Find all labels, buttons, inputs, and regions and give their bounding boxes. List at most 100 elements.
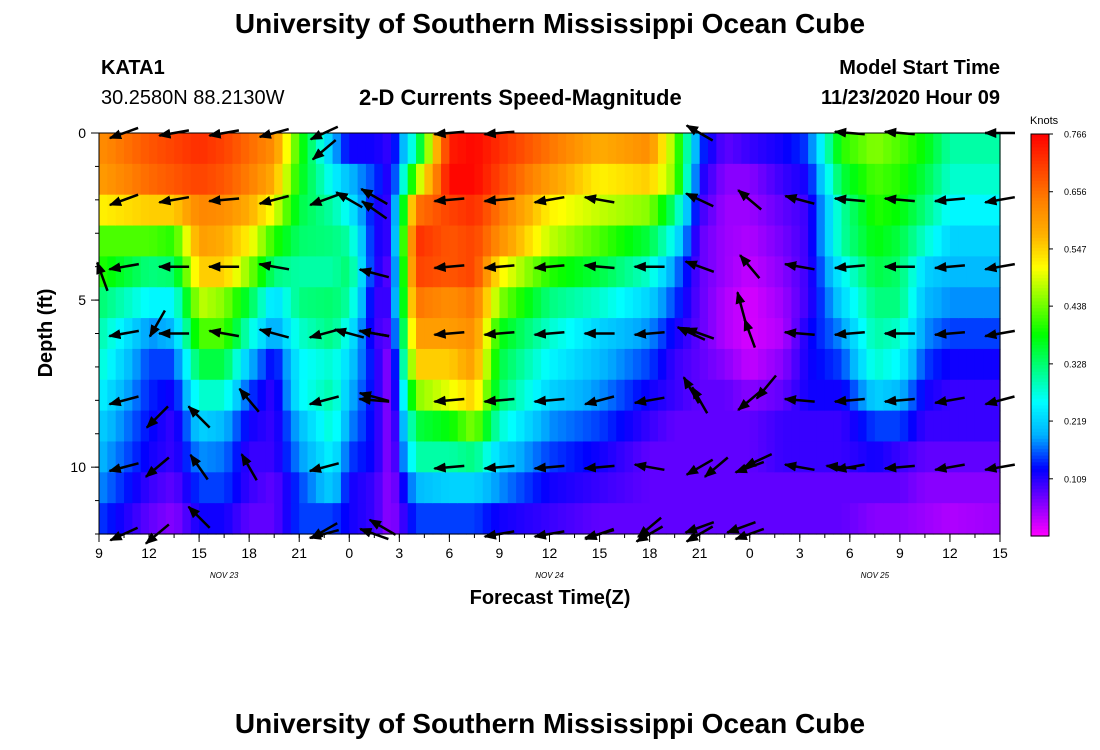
current-arrow (483, 195, 515, 206)
heat-cell (215, 472, 225, 504)
heat-cell (699, 163, 709, 196)
current-arrow (311, 139, 337, 161)
heat-cell (374, 379, 384, 412)
heat-cell (799, 503, 809, 535)
heat-cell (657, 503, 667, 535)
current-arrow (368, 518, 397, 536)
heat-cell (607, 503, 617, 535)
heat-cell (591, 441, 601, 473)
x-tick-label: 9 (496, 545, 504, 561)
colorbar-swatch (1031, 328, 1049, 333)
heat-cell (607, 256, 617, 288)
heat-cell (591, 133, 601, 165)
heat-cell (207, 287, 217, 319)
heat-cell (657, 379, 667, 412)
heat-cell (340, 410, 350, 443)
current-arrow (187, 405, 211, 429)
heat-cell (491, 256, 501, 288)
heat-cell (99, 133, 108, 165)
heat-cell (557, 318, 567, 350)
heat-cell (833, 256, 843, 288)
heat-cell (774, 410, 784, 443)
heat-cell (474, 287, 484, 319)
x-tick-label: 9 (896, 545, 904, 561)
heat-cell (724, 348, 734, 381)
current-arrow (883, 395, 915, 406)
heat-cell (282, 225, 292, 257)
heat-cell (557, 163, 567, 196)
heat-cell (499, 163, 509, 196)
current-arrow (433, 328, 465, 339)
heat-cell (549, 287, 559, 319)
colorbar-swatch (1031, 442, 1049, 447)
heat-cell (524, 503, 534, 535)
heat-cell (708, 225, 717, 257)
heat-cell (507, 256, 517, 288)
heat-cell (816, 163, 826, 196)
heat-cell (524, 225, 534, 257)
heat-cell (399, 441, 409, 473)
heat-cell (340, 256, 350, 288)
heat-cell (699, 225, 709, 257)
heat-cell (791, 194, 801, 227)
heat-cell (182, 287, 192, 319)
heat-cell (691, 194, 701, 227)
current-arrow (883, 194, 915, 205)
heat-cell (516, 503, 526, 535)
heat-cell (124, 441, 133, 473)
heat-cell (933, 410, 943, 443)
heat-cell (749, 287, 759, 319)
heat-cell (591, 225, 601, 257)
colorbar-swatch (1031, 395, 1049, 400)
heat-cell (791, 133, 801, 165)
heat-cell (549, 472, 559, 504)
heat-cell (407, 194, 417, 227)
heat-cell (165, 133, 175, 165)
heat-cell (607, 348, 617, 381)
colorbar-swatch (1031, 304, 1049, 309)
heat-cell (958, 225, 968, 257)
heat-cell (682, 133, 692, 165)
heat-cell (699, 441, 709, 473)
heat-cell (916, 503, 926, 535)
heat-cell (808, 472, 818, 504)
heat-cell (340, 472, 350, 504)
heat-cell (674, 472, 684, 504)
heat-cell (941, 472, 951, 504)
heat-cell (516, 163, 526, 196)
heat-cell (140, 410, 150, 443)
heat-cell (399, 348, 409, 381)
heat-cell (908, 379, 918, 412)
heat-cell (924, 503, 934, 535)
heat-cell (741, 163, 751, 196)
colorbar-swatch (1031, 180, 1049, 185)
heat-cell (290, 194, 300, 227)
colorbar-swatch (1031, 425, 1049, 430)
y-axis-label: Depth (ft) (35, 289, 57, 378)
current-arrow (743, 452, 773, 468)
heat-cell (132, 194, 142, 227)
colorbar-tick-label: 0.547 (1064, 244, 1087, 254)
heat-cell (482, 472, 492, 504)
current-arrow (533, 195, 565, 206)
heat-cell (274, 256, 284, 288)
heat-cell (983, 225, 993, 257)
colorbar-swatch (1031, 318, 1049, 323)
heat-cell (174, 194, 184, 227)
heat-cell (657, 472, 667, 504)
colorbar-swatch (1031, 207, 1049, 212)
colorbar-swatch (1031, 324, 1049, 329)
heat-cell (791, 163, 801, 196)
heat-cell (841, 256, 851, 288)
heat-cell (499, 410, 509, 443)
heat-cell (315, 133, 325, 165)
colorbar-swatch (1031, 234, 1049, 239)
heat-cell (607, 225, 617, 257)
heat-cell (541, 225, 551, 257)
heat-cell (949, 441, 959, 473)
current-arrow (933, 396, 965, 406)
heat-cell (808, 225, 818, 257)
heat-cell (224, 133, 234, 165)
heat-cell (899, 348, 909, 381)
colorbar-tick-label: 0.766 (1064, 130, 1087, 140)
